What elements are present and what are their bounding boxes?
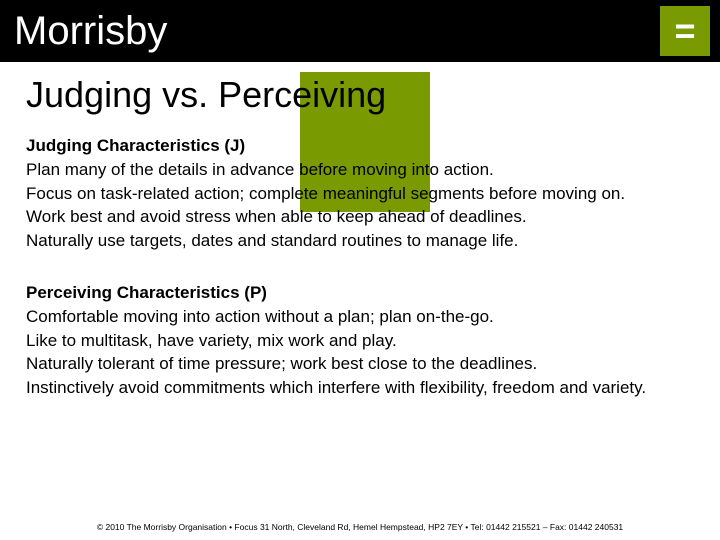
section-line: Plan many of the details in advance befo…: [26, 158, 694, 182]
equals-icon: =: [674, 13, 695, 49]
brand-title: Morrisby: [14, 9, 167, 54]
footer-text: © 2010 The Morrisby Organisation • Focus…: [0, 522, 720, 532]
section-line: Comfortable moving into action without a…: [26, 305, 694, 329]
section-judging: Judging Characteristics (J) Plan many of…: [26, 134, 694, 253]
content-area: Judging vs. Perceiving Judging Character…: [0, 62, 720, 400]
section-line: Work best and avoid stress when able to …: [26, 205, 694, 229]
section-perceiving: Perceiving Characteristics (P) Comfortab…: [26, 281, 694, 400]
header-bar: Morrisby =: [0, 0, 720, 62]
section-heading: Judging Characteristics (J): [26, 134, 694, 158]
logo-block: =: [660, 6, 710, 56]
page-title: Judging vs. Perceiving: [26, 74, 694, 116]
section-line: Focus on task-related action; complete m…: [26, 182, 694, 206]
section-line: Naturally use targets, dates and standar…: [26, 229, 694, 253]
section-line: Like to multitask, have variety, mix wor…: [26, 329, 694, 353]
section-heading: Perceiving Characteristics (P): [26, 281, 694, 305]
section-line: Instinctively avoid commitments which in…: [26, 376, 694, 400]
section-line: Naturally tolerant of time pressure; wor…: [26, 352, 694, 376]
